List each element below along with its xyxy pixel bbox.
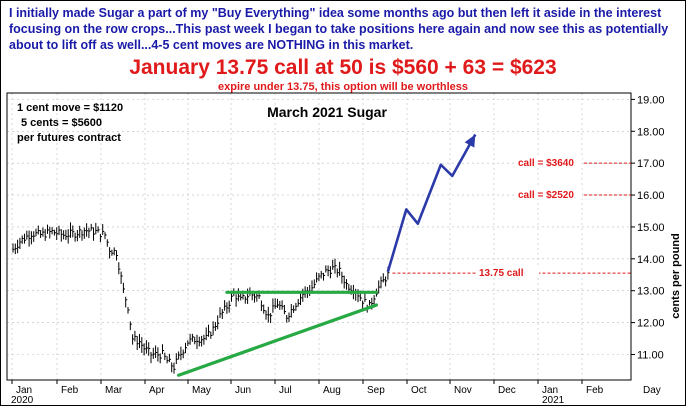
price-bars [12,222,390,374]
x-tick-label: Jul [279,385,292,396]
x-tick-label: Feb [61,385,79,396]
y-axis-title: cents per pound [670,233,682,319]
y-axis-ticks: 11.00 12.00 13.00 14.00 15.00 16.00 17.00 18.00… [631,94,665,361]
y-tick-label: 13.00 [637,286,665,298]
year-label: 2021 [542,395,565,405]
x-tick-label: Oct [411,385,427,396]
intro-text: I initially made Sugar a part of my "Buy… [9,6,669,52]
x-tick-label: Jan [542,385,558,396]
chart-title: March 2021 Sugar [267,104,387,120]
x-tick-label: Sep [367,385,385,396]
projection-arrowhead [464,134,476,148]
y-tick-label: 17.00 [637,158,665,170]
info-line-2: 5 cents = $5600 [21,117,102,129]
info-line-1: 1 cent move = $1120 [17,102,123,114]
support-lines [177,290,378,377]
y-tick-label: 12.00 [637,318,665,330]
call-level-label: call = $2520 [518,190,574,201]
sub-note: expire under 13.75, this option will be … [217,81,468,93]
x-axis-ticks: Jan Feb Mar Apr May Jun Jul Aug Sep Oct Nov Dec Jan F… [11,380,661,405]
x-tick-label: Nov [454,385,472,396]
call-levels: 13.75 call call = $2520 call = $3640 [392,155,631,279]
x-tick-label: Aug [323,385,341,396]
year-label: 2020 [11,395,34,405]
projection-line [386,133,477,272]
info-line-3: per futures contract [17,132,121,144]
y-tick-label: 16.00 [637,190,665,202]
call-level-label: 13.75 call [479,268,524,279]
y-tick-label: 18.00 [637,126,665,138]
call-label-bg [477,265,539,278]
x-tick-label: May [192,385,211,396]
x-tick-label: Feb [586,385,604,396]
x-tick-label: Apr [149,385,165,396]
x-tick-label: Mar [105,385,123,396]
y-tick-label: 14.00 [637,254,665,266]
support-line [177,303,378,377]
x-tick-label: Jan [16,385,32,396]
y-tick-label: 11.00 [637,349,664,361]
x-tick-label: Jun [235,385,251,396]
y-tick-label: 19.00 [637,94,665,106]
call-label-bg [516,155,582,168]
y-tick-label: 15.00 [637,222,665,234]
x-tick-label: Dec [498,385,516,396]
headline: January 13.75 call at 50 is $560 + 63 = … [129,56,557,79]
call-label-bg [516,187,582,200]
x-tick-label: Day [643,385,661,396]
call-level-label: call = $3640 [518,158,574,169]
projection-arrow [386,133,477,272]
